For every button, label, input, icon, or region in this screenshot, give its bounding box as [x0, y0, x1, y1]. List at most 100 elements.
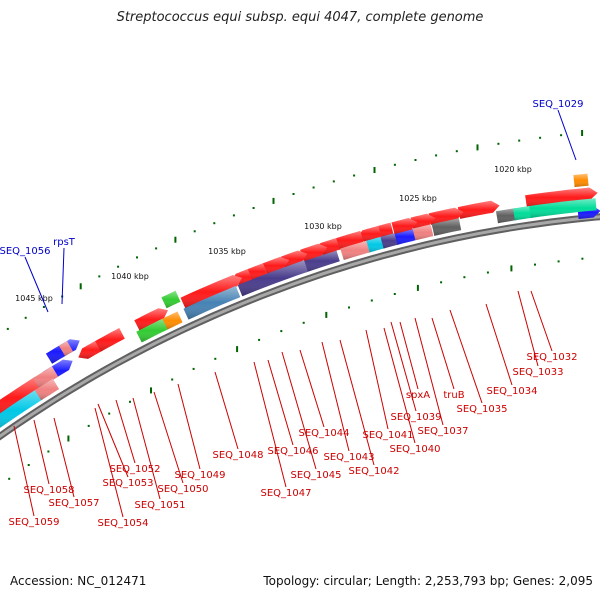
gene-label: rpsT	[53, 237, 76, 248]
scale-tick	[272, 197, 275, 204]
gene-feature-shading	[340, 240, 370, 260]
scale-tick	[435, 154, 438, 157]
gene-label: SEQ_1029	[533, 99, 584, 110]
gene-feature-shading	[528, 198, 597, 219]
leader-line	[214, 371, 239, 450]
leader-line	[299, 349, 325, 428]
gene-feature-shading	[330, 230, 364, 250]
gene-label: SEQ_1049	[175, 470, 226, 481]
scale-tick	[24, 316, 27, 319]
scale-tick	[312, 186, 315, 189]
inner-tick	[129, 400, 131, 403]
gene-label: SEQ_1052	[110, 464, 161, 475]
gene-label: SEQ_1051	[135, 500, 186, 511]
leader-line	[339, 339, 375, 466]
gene-label: SEQ_1057	[49, 498, 100, 509]
gene-feature-shading	[365, 236, 386, 253]
leader-line	[61, 247, 65, 305]
inner-tick	[280, 330, 283, 333]
gene-feature-shading	[183, 285, 241, 320]
scale-tick	[414, 159, 417, 161]
leader-line	[267, 359, 294, 446]
leader-line	[53, 417, 75, 498]
gene-label: SEQ_1041	[363, 430, 414, 441]
inner-tick	[302, 321, 305, 324]
gene-feature-shading	[58, 341, 73, 357]
gene-feature-shading	[136, 318, 169, 343]
scale-tick	[476, 144, 479, 151]
leader-line	[253, 361, 287, 488]
leader-line	[115, 399, 136, 464]
gene-feature-shading	[513, 206, 531, 221]
inner-tick	[581, 257, 584, 260]
scale-tick	[79, 283, 82, 290]
gene-label: SEQ_1033	[513, 367, 564, 378]
gene-feature-shading	[237, 260, 308, 297]
gene-label: SEQ_1046	[268, 446, 319, 457]
gene-label: SEQ_1056	[0, 246, 51, 257]
scale-tick	[581, 130, 584, 136]
leader-line	[517, 290, 539, 367]
gene-feature-shading	[525, 187, 598, 208]
gene-label: SEQ_1040	[390, 444, 441, 455]
gene-label: SEQ_1050	[158, 484, 209, 495]
gene-label: SEQ_1039	[391, 412, 442, 423]
leader-line	[281, 351, 317, 470]
inner-tick	[171, 378, 174, 381]
scale-tick	[292, 193, 295, 195]
inner-tick	[325, 311, 328, 318]
label-leader-lines	[13, 109, 577, 518]
gene-feature-shading	[161, 290, 181, 309]
scale-tick	[353, 174, 356, 177]
map-title: Streptococcus equi subsp. equi 4047, com…	[116, 10, 484, 25]
gene-feature-shading	[162, 311, 183, 330]
gene-feature-shading	[380, 233, 398, 249]
gene-feature-shading	[300, 243, 328, 262]
scale-labels: 1020 kbp 1025 kbp 1030 kbp 1035 kbp 1040 kbp…	[15, 165, 532, 303]
scale-tick	[174, 236, 177, 243]
scale-tick	[252, 207, 255, 209]
scale-label: 1040 kbp	[111, 272, 149, 281]
leader-line	[94, 407, 124, 518]
gene-feature-shading	[356, 225, 382, 242]
leader-line	[365, 329, 389, 430]
leader-line	[414, 317, 444, 426]
gene-feature-shading	[302, 249, 340, 273]
gene-feature-shading	[391, 218, 418, 234]
leader-line	[390, 321, 417, 412]
accession-label: Accession: NC_012471	[10, 574, 147, 588]
gene-label: SEQ_1054	[98, 518, 149, 529]
inner-tick	[258, 338, 261, 341]
scale-label: 1035 kbp	[208, 247, 246, 256]
gene-feature-shading	[262, 256, 290, 275]
scale-ticks	[6, 130, 584, 480]
leader-line	[431, 317, 455, 390]
leader-line	[557, 109, 577, 161]
gene-feature-shading	[91, 328, 125, 352]
leader-line	[13, 425, 35, 517]
leader-line	[399, 321, 419, 390]
gene-feature-shading	[431, 218, 462, 236]
leader-line	[449, 309, 483, 404]
leader-line	[97, 403, 129, 478]
gene-labels: SEQ_1029 SEQ_1032 SEQ_1033 SEQ_1034 SEQ_1035…	[0, 99, 584, 529]
scale-tick	[497, 142, 500, 145]
inner-tick	[510, 265, 513, 272]
scale-tick	[98, 275, 101, 278]
gene-feature-shading	[0, 376, 45, 415]
inner-tick	[27, 464, 30, 466]
inner-tick	[486, 271, 489, 274]
inner-tick	[534, 263, 536, 266]
gene-label: SEQ_1045	[291, 470, 342, 481]
scale-tick	[213, 222, 216, 225]
gene-label: SEQ_1058	[24, 485, 75, 496]
gene-label: truB	[443, 390, 464, 401]
scale-tick	[455, 150, 458, 153]
scale-tick	[232, 214, 235, 217]
scale-tick	[193, 230, 196, 233]
gene-features	[0, 173, 600, 428]
gene-feature-shading	[412, 224, 434, 241]
inner-tick	[393, 293, 396, 295]
gene-label: SEQ_1042	[349, 466, 400, 477]
topology-label: Topology: circular; Length: 2,253,793 bp…	[263, 574, 593, 588]
